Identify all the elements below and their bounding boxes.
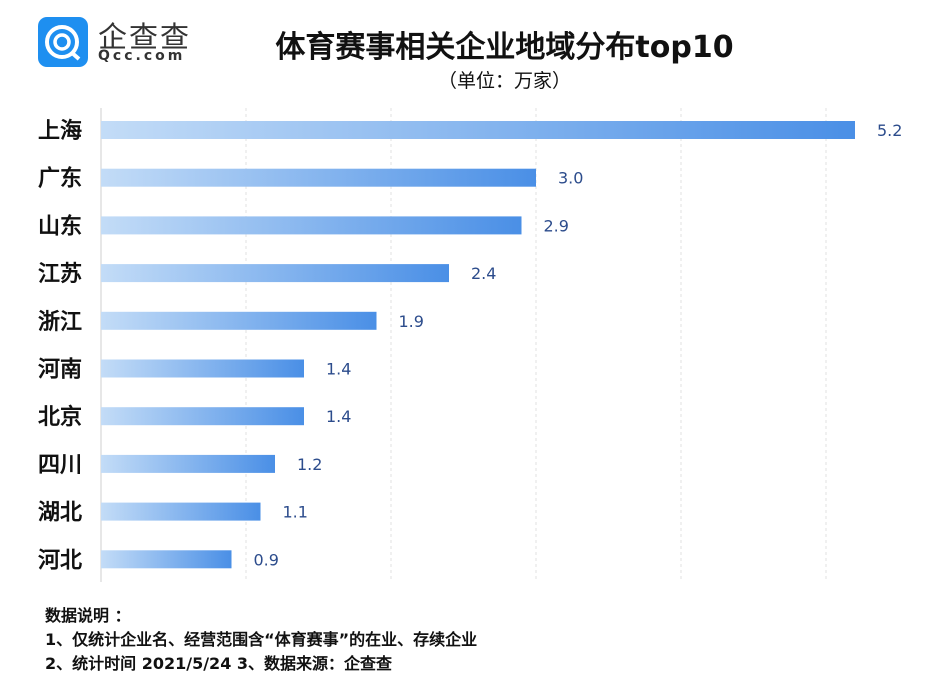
bar: [101, 502, 261, 521]
notes-line-2: 2、统计时间 2021/5/24 3、数据来源：企查查: [45, 654, 393, 673]
bar: [101, 168, 536, 187]
bar: [101, 311, 377, 330]
bar: [101, 359, 304, 378]
bar: [101, 454, 275, 473]
logo-domain: Qcc.com: [98, 48, 186, 64]
category-label: 北京: [38, 404, 82, 430]
notes-heading: 数据说明 ：: [45, 606, 131, 625]
value-label: 1.1: [283, 503, 308, 522]
bar: [101, 407, 304, 426]
value-label: 1.4: [326, 360, 351, 379]
chart-title: 体育赛事相关企业地域分布top10: [275, 30, 734, 65]
bar: [101, 121, 855, 139]
category-label: 江苏: [38, 261, 82, 287]
value-label: 1.2: [297, 455, 322, 474]
data-notes: 数据说明 ： 1、仅统计企业名、经营范围含“体育赛事”的在业、存续企业 2、统计…: [45, 604, 477, 676]
value-label: 3.0: [558, 169, 583, 188]
bar: [101, 264, 449, 283]
bar: [101, 216, 522, 235]
category-label: 上海: [38, 118, 82, 144]
logo-text: 企查查: [98, 20, 192, 54]
category-label: 湖北: [38, 501, 82, 526]
value-label: 5.2: [877, 121, 902, 140]
bar: [101, 550, 232, 569]
category-label: 河南: [38, 358, 82, 383]
notes-line-1: 1、仅统计企业名、经营范围含“体育赛事”的在业、存续企业: [45, 630, 478, 649]
category-label: 河北: [38, 548, 82, 573]
chart-subtitle: （单位：万家）: [437, 70, 571, 92]
category-label: 浙江: [38, 310, 82, 335]
category-label: 广东: [38, 166, 82, 192]
value-label: 1.9: [399, 312, 424, 331]
bar-chart: 上海 5.2 广东 3.0 山东 2.9 江苏 2.4 浙江 1.9 河南 1.4 北京 1.4 四川 1.2…: [38, 108, 902, 582]
category-label: 山东: [38, 213, 82, 239]
value-label: 2.4: [471, 264, 496, 283]
value-label: 2.9: [544, 216, 569, 235]
value-label: 0.9: [254, 550, 279, 569]
logo-icon: [38, 17, 88, 67]
category-label: 四川: [38, 453, 82, 478]
value-label: 1.4: [326, 407, 351, 426]
